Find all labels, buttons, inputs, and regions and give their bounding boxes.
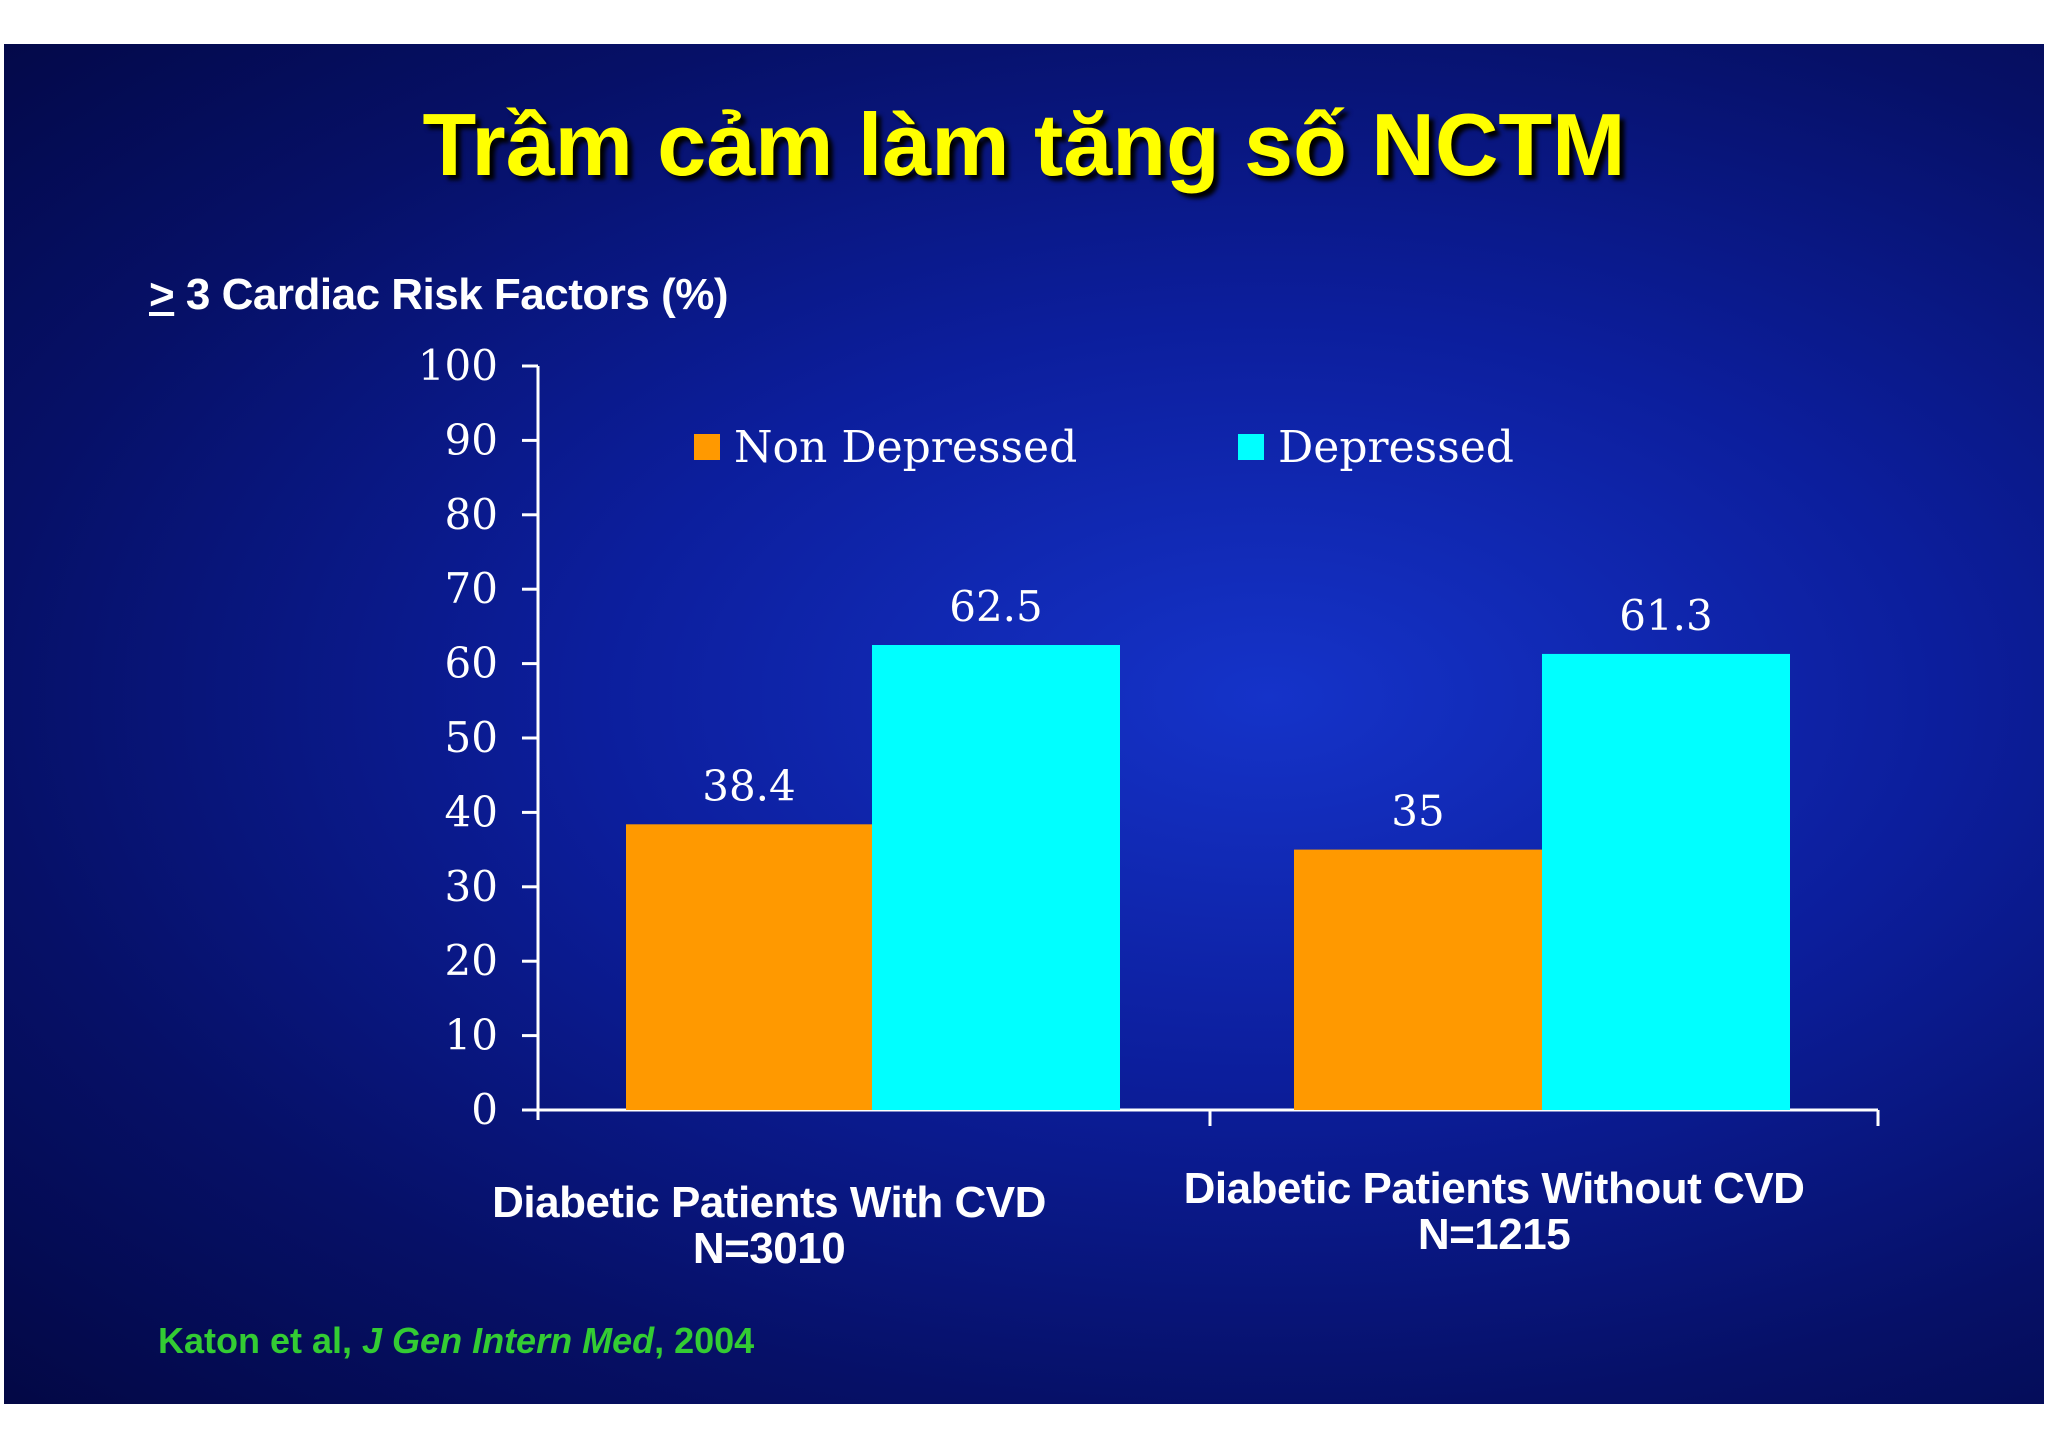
category-label-line2: N=1215 [1417,1210,1571,1259]
citation-year: , 2004 [654,1320,755,1361]
y-tick-label: 0 [471,1085,498,1134]
y-tick-label: 40 [445,787,498,836]
bar-depressed [872,645,1120,1110]
category-label-without-cvd: Diabetic Patients Without CVD N=1215 [1174,1166,1814,1258]
bar-non-depressed [1294,849,1542,1110]
y-tick-label: 60 [445,639,498,688]
category-label-line1: Diabetic Patients Without CVD [1183,1164,1805,1213]
y-tick-label: 100 [418,341,498,390]
category-label-line2: N=3010 [692,1224,846,1273]
slide: Trầm cảm làm tăng số NCTM > 3 Cardiac Ri… [4,44,2044,1404]
category-label-line1: Diabetic Patients With CVD [492,1178,1046,1227]
y-tick-label: 80 [445,490,498,539]
data-label: 35 [1391,787,1444,836]
legend-non-depressed-swatch [694,434,720,460]
y-tick-label: 10 [445,1011,498,1060]
legend-depressed-swatch [1238,434,1264,460]
y-axis-label: > 3 Cardiac Risk Factors (%) [149,270,729,320]
y-axis-label-prefix: > [149,270,175,319]
bar-chart: 0 10 20 30 40 50 60 70 80 90 100 38.4 62.5 35 61.3 Non … [418,341,1880,1134]
data-label: 38.4 [702,761,796,810]
bar-depressed [1542,653,1790,1110]
citation: Katon et al, J Gen Intern Med, 2004 [158,1320,754,1362]
y-tick-label: 70 [445,564,498,613]
y-tick-label: 50 [445,713,498,762]
y-tick-label: 30 [445,862,498,911]
legend-depressed-label: Depressed [1278,422,1514,473]
y-axis-label-text: 3 Cardiac Risk Factors (%) [174,270,729,319]
data-label: 62.5 [949,582,1043,631]
y-tick-label: 20 [445,936,498,985]
citation-authors: Katon et al, [158,1320,363,1361]
legend-non-depressed-label: Non Depressed [734,422,1077,473]
category-label-with-cvd: Diabetic Patients With CVD N=3010 [484,1180,1054,1272]
citation-journal: J Gen Intern Med [362,1320,655,1361]
data-label: 61.3 [1619,591,1713,640]
slide-title: Trầm cảm làm tăng số NCTM [422,95,1626,194]
y-tick-label: 90 [445,415,498,464]
bar-non-depressed [626,824,872,1110]
